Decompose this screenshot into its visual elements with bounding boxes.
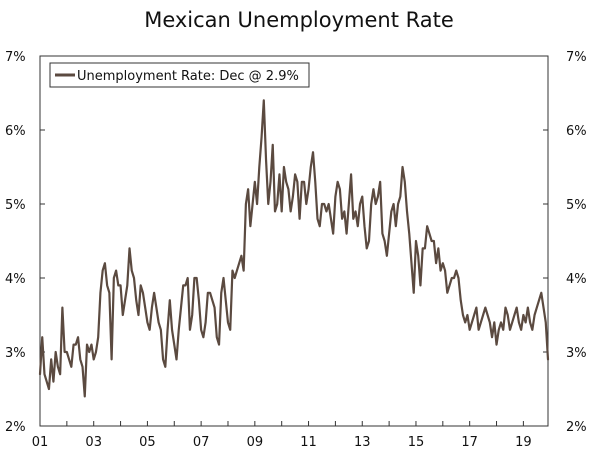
legend-label: Unemployment Rate: Dec @ 2.9% [77,69,299,84]
y-tick-label-right: 7% [566,50,587,65]
y-tick-label-left: 3% [5,346,26,361]
legend-box [49,62,310,88]
x-tick-label: 05 [139,435,156,450]
axis-ticks [39,55,548,427]
x-tick-label: 17 [461,435,478,450]
y-axis-right: 2% 3% 4% 5% 6% 7% [566,50,587,435]
y-tick-label-right: 6% [566,124,587,139]
y-axis-left: 2% 3% 4% 5% 6% 7% [5,50,26,435]
plot-frame [39,55,549,427]
y-tick-label-right: 2% [566,420,587,435]
y-tick-label-left: 4% [5,272,26,287]
x-tick-label: 01 [32,435,49,450]
y-tick-label-right: 3% [566,346,587,361]
x-tick-label: 11 [300,435,317,450]
legend: Unemployment Rate: Dec @ 2.9% [49,62,310,88]
y-tick-label-right: 4% [566,272,587,287]
x-tick-label: 03 [85,435,102,450]
x-tick-label: 19 [515,435,532,450]
series-group [38,99,550,398]
x-tick-label: 07 [193,435,210,450]
x-tick-label: 13 [354,435,371,450]
series-line-unemployment-rate [38,99,550,398]
x-tick-label: 09 [247,435,264,450]
chart-title: Mexican Unemployment Rate [144,8,454,32]
y-tick-label-left: 5% [5,198,26,213]
y-tick-label-right: 5% [566,198,587,213]
y-tick-label-left: 2% [5,420,26,435]
y-tick-label-left: 7% [5,50,26,65]
x-tick-label: 15 [408,435,425,450]
y-tick-label-left: 6% [5,124,26,139]
x-axis: 01 03 05 07 09 11 13 15 17 19 [32,435,532,450]
